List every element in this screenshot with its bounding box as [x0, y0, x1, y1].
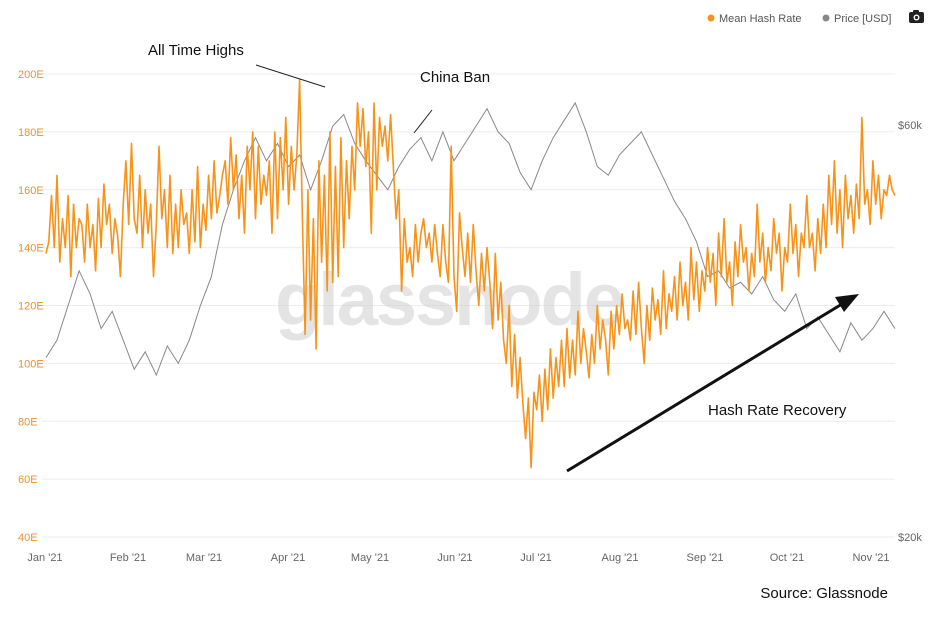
legend-label-hash[interactable]: Mean Hash Rate [719, 13, 802, 25]
x-tick-label: Oct '21 [770, 552, 805, 564]
y2-tick-label: $60k [898, 120, 922, 132]
x-tick-label: May '21 [351, 552, 389, 564]
y-axis-left: 40E 60E 80E 100E 120E 140E 160E 180E 200E [18, 69, 44, 544]
series-lines [45, 79, 896, 469]
recovery-arrow [566, 294, 859, 473]
y-tick-label: 100E [18, 358, 44, 370]
annotation-hash-rate-recovery: Hash Rate Recovery [708, 402, 847, 419]
series-line-price [45, 101, 896, 377]
legend-marker-price [822, 14, 830, 22]
y-tick-label: 160E [18, 185, 44, 197]
y-tick-label: 200E [18, 69, 44, 81]
x-tick-label: Jan '21 [27, 552, 62, 564]
annotation-all-time-highs: All Time Highs [148, 42, 244, 59]
y-axis-right: $20k $60k [898, 120, 922, 544]
x-axis: Jan '21 Feb '21 Mar '21 Apr '21 May '21 Jun '… [27, 552, 889, 564]
x-tick-label: Nov '21 [853, 552, 890, 564]
legend: Mean Hash Rate Price [USD] [707, 13, 891, 25]
y-tick-label: 60E [18, 474, 38, 486]
y-tick-label: 80E [18, 416, 38, 428]
camera-icon[interactable] [909, 10, 924, 23]
x-tick-label: Jun '21 [437, 552, 472, 564]
source-caption: Source: Glassnode [760, 585, 888, 602]
x-tick-label: Mar '21 [186, 552, 222, 564]
series-line-hash-rate [45, 79, 896, 469]
legend-marker-hash [707, 14, 715, 22]
x-tick-label: Aug '21 [602, 552, 639, 564]
y-tick-label: 120E [18, 301, 44, 313]
x-tick-label: Feb '21 [110, 552, 146, 564]
y-tick-label: 140E [18, 243, 44, 255]
annotation-china-ban: China Ban [420, 69, 490, 86]
x-tick-label: Apr '21 [271, 552, 306, 564]
y-tick-label: 40E [18, 532, 38, 544]
y2-tick-label: $20k [898, 532, 922, 544]
annotation-ath-pointer [255, 64, 326, 88]
annotation-china-pointer [413, 109, 433, 134]
y-tick-label: 180E [18, 127, 44, 139]
legend-label-price[interactable]: Price [USD] [834, 13, 891, 25]
x-tick-label: Jul '21 [520, 552, 551, 564]
x-tick-label: Sep '21 [687, 552, 724, 564]
